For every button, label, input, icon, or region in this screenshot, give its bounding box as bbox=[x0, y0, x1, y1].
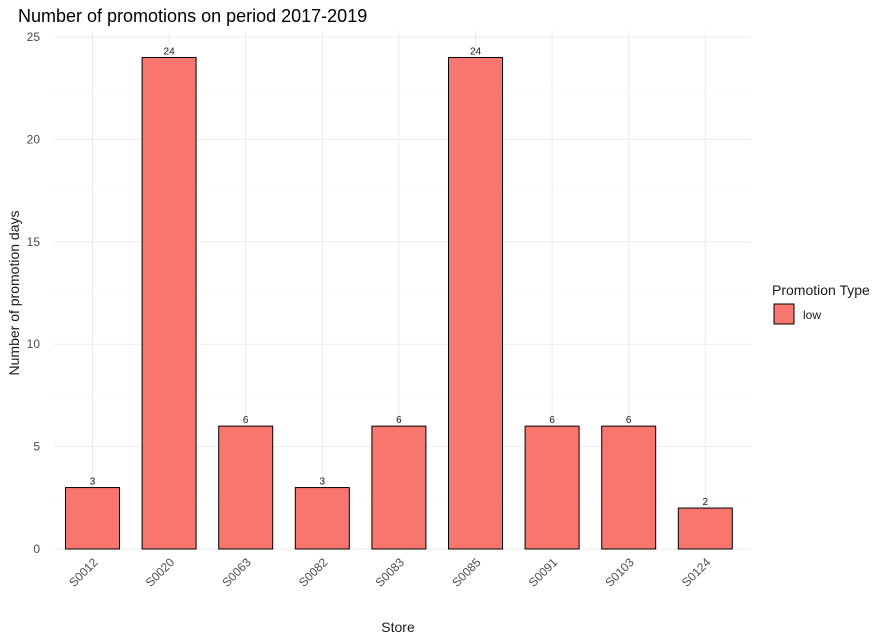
legend-key bbox=[773, 303, 795, 325]
bar-S0063 bbox=[218, 425, 274, 550]
y-tick-label: 0 bbox=[33, 542, 40, 556]
x-tick-label-S0063: S0063 bbox=[219, 555, 254, 590]
x-tick-label-S0085: S0085 bbox=[449, 555, 484, 590]
bar-S0083 bbox=[371, 425, 427, 550]
y-axis-title: Number of promotion days bbox=[6, 211, 22, 376]
bar-S0085 bbox=[448, 56, 503, 550]
y-axis-ticks: 0 5 10 15 20 25 bbox=[27, 30, 41, 556]
bar-S0082 bbox=[294, 487, 350, 550]
y-tick-label: 15 bbox=[27, 235, 41, 249]
bar-S0012 bbox=[65, 487, 120, 550]
x-tick-label-S0083: S0083 bbox=[373, 555, 408, 590]
data-label-S0124: 2 bbox=[703, 497, 709, 508]
data-label-S0091: 6 bbox=[549, 415, 555, 426]
bar-S0103 bbox=[601, 425, 657, 550]
data-label-S0063: 6 bbox=[243, 415, 249, 426]
bar-S0020 bbox=[141, 56, 197, 550]
y-tick-label: 5 bbox=[33, 440, 40, 454]
x-tick-label-S0124: S0124 bbox=[679, 555, 714, 590]
bar-S0091 bbox=[524, 425, 580, 550]
data-label-S0020: 24 bbox=[164, 46, 176, 57]
x-tick-label-S0082: S0082 bbox=[296, 555, 331, 590]
y-tick-label: 10 bbox=[27, 337, 41, 351]
legend-label-low: low bbox=[803, 308, 821, 322]
data-label-S0082: 3 bbox=[320, 477, 326, 488]
legend: Promotion Type low bbox=[772, 282, 870, 325]
x-tick-label-S0091: S0091 bbox=[526, 555, 561, 590]
x-tick-label-S0020: S0020 bbox=[143, 555, 178, 590]
y-tick-label: 25 bbox=[27, 30, 41, 44]
bar-S0124 bbox=[677, 507, 733, 550]
y-tick-label: 20 bbox=[27, 132, 41, 146]
x-axis-title: Store bbox=[381, 619, 415, 635]
x-tick-label-S0012: S0012 bbox=[66, 555, 101, 590]
data-label-S0083: 6 bbox=[396, 415, 402, 426]
data-label-S0103: 6 bbox=[626, 415, 632, 426]
legend-title: Promotion Type bbox=[772, 282, 870, 298]
x-tick-label-S0103: S0103 bbox=[602, 555, 637, 590]
x-axis-ticks: S0012 S0020 S0063 S0082 S0083 S0085 S0091 S0103… bbox=[66, 555, 713, 590]
chart-title: Number of promotions on period 2017-2019 bbox=[18, 6, 367, 26]
data-label-S0085: 24 bbox=[470, 46, 482, 57]
data-labels: 3 24 6 3 6 24 6 6 2 bbox=[90, 46, 709, 508]
data-label-S0012: 3 bbox=[90, 477, 96, 488]
bars bbox=[65, 56, 733, 550]
